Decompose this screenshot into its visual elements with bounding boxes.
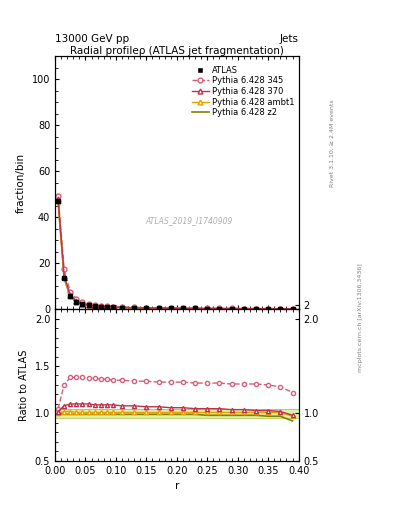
X-axis label: r: r	[174, 481, 179, 491]
Legend: ATLAS, Pythia 6.428 345, Pythia 6.428 370, Pythia 6.428 ambt1, Pythia 6.428 z2: ATLAS, Pythia 6.428 345, Pythia 6.428 37…	[192, 66, 294, 117]
Text: Jets: Jets	[280, 33, 299, 44]
Text: 13000 GeV pp: 13000 GeV pp	[55, 33, 129, 44]
Y-axis label: fraction/bin: fraction/bin	[16, 153, 26, 213]
Text: ATLAS_2019_I1740909: ATLAS_2019_I1740909	[145, 216, 233, 225]
Bar	[55, 409, 299, 418]
Text: Rivet 3.1.10, ≥ 2.4M events: Rivet 3.1.10, ≥ 2.4M events	[330, 99, 335, 187]
Title: Radial profileρ (ATLAS jet fragmentation): Radial profileρ (ATLAS jet fragmentation…	[70, 46, 284, 55]
Y-axis label: Ratio to ATLAS: Ratio to ATLAS	[19, 349, 29, 421]
Text: mcplots.cern.ch [arXiv:1306.3436]: mcplots.cern.ch [arXiv:1306.3436]	[358, 263, 363, 372]
